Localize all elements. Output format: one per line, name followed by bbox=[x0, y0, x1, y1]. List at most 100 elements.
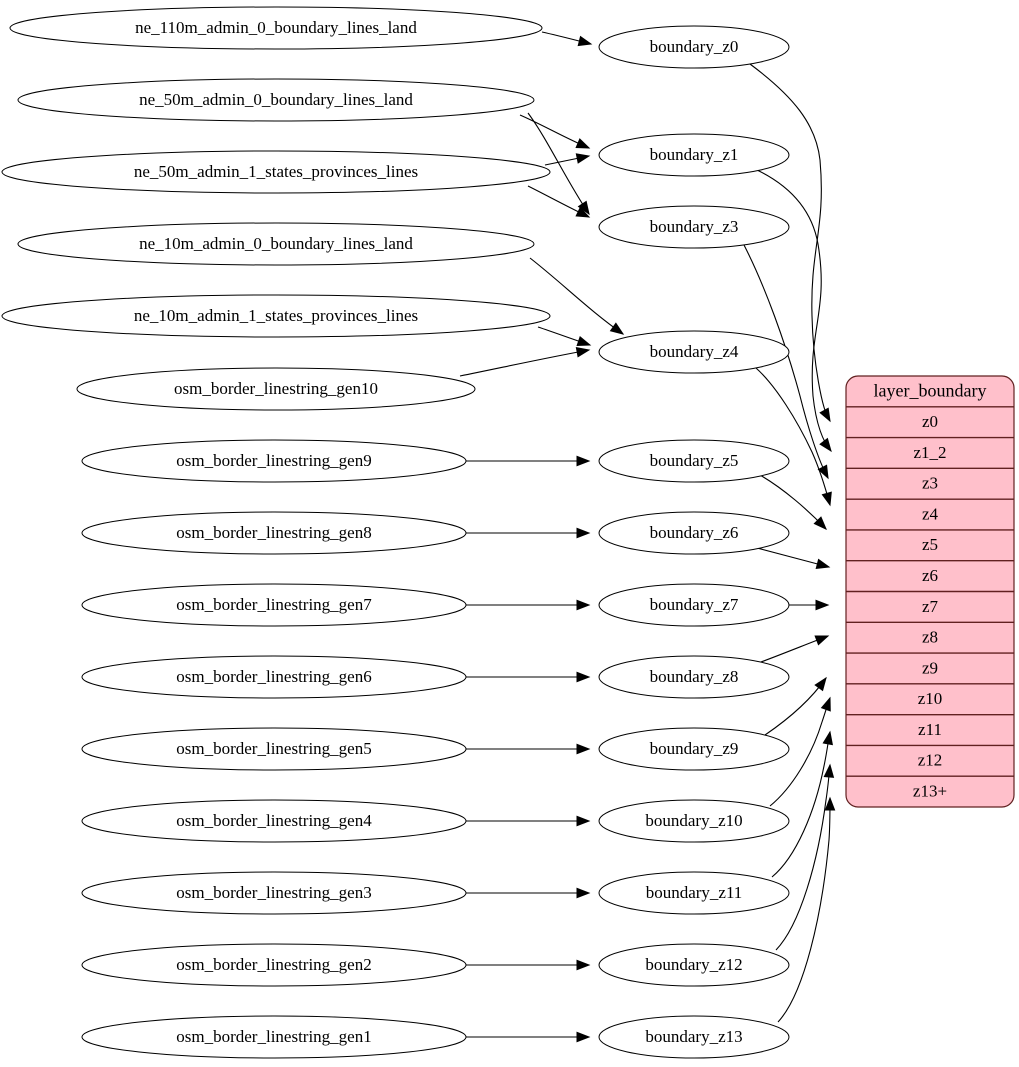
source-node-osm_border_linestring_gen6[interactable]: osm_border_linestring_gen6 bbox=[81, 655, 467, 699]
source-node-label: ne_10m_admin_0_boundary_lines_land bbox=[139, 234, 413, 253]
mid-node-shape bbox=[598, 1015, 790, 1059]
source-node-osm_border_linestring_gen2[interactable]: osm_border_linestring_gen2 bbox=[81, 943, 467, 987]
source-node-shape bbox=[81, 799, 467, 843]
source-node-label: osm_border_linestring_gen9 bbox=[176, 451, 371, 470]
table-row-z6[interactable]: z6 bbox=[922, 566, 938, 585]
table-row-z5[interactable]: z5 bbox=[922, 535, 938, 554]
mid-node-shape bbox=[598, 871, 790, 915]
source-node-label: ne_110m_admin_0_boundary_lines_land bbox=[135, 18, 417, 37]
table-row-z1_2[interactable]: z1_2 bbox=[913, 443, 946, 462]
mid-node-boundary_z1[interactable]: boundary_z1 bbox=[598, 133, 790, 177]
mid-node-shape bbox=[598, 439, 790, 483]
table-row-z9[interactable]: z9 bbox=[922, 658, 938, 677]
source-node-shape bbox=[81, 871, 467, 915]
mid-node-shape bbox=[598, 330, 790, 374]
table-row-z8[interactable]: z8 bbox=[922, 628, 938, 647]
source-node-label: osm_border_linestring_gen1 bbox=[176, 1027, 371, 1046]
source-node-label: osm_border_linestring_gen6 bbox=[176, 667, 371, 686]
mid-node-shape bbox=[598, 943, 790, 987]
table-header-label: layer_boundary bbox=[874, 381, 987, 401]
edge-osm_border_linestring_gen5-to-boundary_z9 bbox=[466, 743, 591, 755]
mid-node-shape bbox=[598, 583, 790, 627]
table-row-z13+[interactable]: z13+ bbox=[913, 782, 947, 801]
source-node-ne_110m_admin_0_boundary_lines_land[interactable]: ne_110m_admin_0_boundary_lines_land bbox=[9, 6, 543, 50]
source-node-osm_border_linestring_gen7[interactable]: osm_border_linestring_gen7 bbox=[81, 583, 467, 627]
table-row-z0[interactable]: z0 bbox=[922, 412, 938, 431]
edge-osm_border_linestring_gen9-to-boundary_z5 bbox=[466, 455, 591, 467]
source-node-osm_border_linestring_gen5[interactable]: osm_border_linestring_gen5 bbox=[81, 727, 467, 771]
mid-node-boundary_z3[interactable]: boundary_z3 bbox=[598, 205, 790, 249]
mid-node-label: boundary_z10 bbox=[645, 811, 742, 830]
table-row-z12[interactable]: z12 bbox=[918, 751, 943, 770]
source-node-shape bbox=[81, 1015, 467, 1059]
edge-osm_border_linestring_gen7-to-boundary_z7 bbox=[466, 599, 591, 611]
edge-boundary_z11-to-layer_boundary.z11 bbox=[771, 730, 833, 878]
edge-boundary_z9-to-layer_boundary.z9 bbox=[764, 676, 827, 736]
source-node-ne_10m_admin_0_boundary_lines_land[interactable]: ne_10m_admin_0_boundary_lines_land bbox=[17, 222, 535, 266]
mid-node-label: boundary_z8 bbox=[650, 667, 739, 686]
source-node-shape bbox=[17, 222, 535, 266]
mid-node-boundary_z5[interactable]: boundary_z5 bbox=[598, 439, 790, 483]
edge-osm_border_linestring_gen8-to-boundary_z6 bbox=[466, 527, 591, 539]
edge-osm_border_linestring_gen3-to-boundary_z11 bbox=[466, 887, 591, 899]
edges-layer bbox=[459, 31, 836, 1043]
table-row-z11[interactable]: z11 bbox=[918, 720, 942, 739]
edge-boundary_z0-to-layer_boundary.z0 bbox=[749, 63, 831, 423]
mid-node-label: boundary_z13 bbox=[645, 1027, 742, 1046]
mid-node-boundary_z12[interactable]: boundary_z12 bbox=[598, 943, 790, 987]
mid-node-shape bbox=[598, 133, 790, 177]
source-node-label: osm_border_linestring_gen2 bbox=[176, 955, 371, 974]
source-node-osm_border_linestring_gen9[interactable]: osm_border_linestring_gen9 bbox=[81, 439, 467, 483]
edge-ne_50m_admin_0_boundary_lines_land-to-boundary_z3 bbox=[527, 112, 590, 216]
edge-osm_border_linestring_gen2-to-boundary_z12 bbox=[466, 959, 591, 971]
mid-node-boundary_z4[interactable]: boundary_z4 bbox=[598, 330, 790, 374]
source-node-osm_border_linestring_gen10[interactable]: osm_border_linestring_gen10 bbox=[76, 367, 476, 411]
mid-node-boundary_z13[interactable]: boundary_z13 bbox=[598, 1015, 790, 1059]
table-row-z3[interactable]: z3 bbox=[922, 474, 938, 493]
edge-boundary_z7-to-layer_boundary.z7 bbox=[789, 599, 830, 611]
table-row-z10[interactable]: z10 bbox=[918, 689, 943, 708]
mid-node-shape bbox=[598, 727, 790, 771]
edge-osm_border_linestring_gen6-to-boundary_z8 bbox=[466, 671, 591, 683]
mid-node-boundary_z7[interactable]: boundary_z7 bbox=[598, 583, 790, 627]
mid-node-boundary_z8[interactable]: boundary_z8 bbox=[598, 655, 790, 699]
edge-boundary_z4-to-layer_boundary.z4 bbox=[755, 367, 832, 507]
mid-node-boundary_z0[interactable]: boundary_z0 bbox=[598, 25, 790, 69]
edge-boundary_z6-to-layer_boundary.z6 bbox=[756, 547, 831, 569]
source-node-label: osm_border_linestring_gen3 bbox=[176, 883, 371, 902]
source-node-shape bbox=[9, 6, 543, 50]
edge-boundary_z1-to-layer_boundary.z1_2 bbox=[756, 169, 832, 453]
mid-node-label: boundary_z11 bbox=[646, 883, 743, 902]
mid-node-shape bbox=[598, 655, 790, 699]
mid-node-boundary_z6[interactable]: boundary_z6 bbox=[598, 511, 790, 555]
source-node-label: osm_border_linestring_gen10 bbox=[174, 379, 378, 398]
mid-node-label: boundary_z1 bbox=[650, 145, 739, 164]
mid-node-boundary_z11[interactable]: boundary_z11 bbox=[598, 871, 790, 915]
source-node-osm_border_linestring_gen1[interactable]: osm_border_linestring_gen1 bbox=[81, 1015, 467, 1059]
source-node-shape bbox=[1, 150, 551, 194]
edge-boundary_z5-to-layer_boundary.z5 bbox=[759, 474, 827, 531]
source-node-label: ne_50m_admin_0_boundary_lines_land bbox=[139, 90, 413, 109]
layer-boundary-table[interactable]: layer_boundary z0 z1_2 z3 z4 z5 z6 z7 z8 z9 z10 z11… bbox=[845, 375, 1015, 808]
source-node-ne_50m_admin_0_boundary_lines_land[interactable]: ne_50m_admin_0_boundary_lines_land bbox=[17, 78, 535, 122]
source-node-osm_border_linestring_gen3[interactable]: osm_border_linestring_gen3 bbox=[81, 871, 467, 915]
edge-osm_border_linestring_gen4-to-boundary_z10 bbox=[466, 815, 591, 827]
edge-ne_50m_admin_1_states_provinces_lines-to-boundary_z3 bbox=[527, 185, 591, 218]
source-node-osm_border_linestring_gen8[interactable]: osm_border_linestring_gen8 bbox=[81, 511, 467, 555]
source-node-osm_border_linestring_gen4[interactable]: osm_border_linestring_gen4 bbox=[81, 799, 467, 843]
source-node-ne_10m_admin_1_states_provinces_lines[interactable]: ne_10m_admin_1_states_provinces_lines bbox=[1, 294, 551, 338]
table-row-z4[interactable]: z4 bbox=[922, 504, 939, 523]
edge-boundary_z13-to-layer_boundary.z13+ bbox=[777, 796, 836, 1023]
source-node-shape bbox=[81, 727, 467, 771]
mid-node-label: boundary_z5 bbox=[650, 451, 739, 470]
mid-node-boundary_z9[interactable]: boundary_z9 bbox=[598, 727, 790, 771]
source-node-label: ne_50m_admin_1_states_provinces_lines bbox=[134, 162, 418, 181]
edge-boundary_z10-to-layer_boundary.z10 bbox=[769, 696, 831, 807]
mid-node-label: boundary_z0 bbox=[650, 37, 739, 56]
mid-node-boundary_z10[interactable]: boundary_z10 bbox=[598, 799, 790, 843]
edge-boundary_z8-to-layer_boundary.z8 bbox=[760, 635, 830, 663]
source-node-ne_50m_admin_1_states_provinces_lines[interactable]: ne_50m_admin_1_states_provinces_lines bbox=[1, 150, 551, 194]
table-row-z7[interactable]: z7 bbox=[922, 597, 939, 616]
edge-boundary_z12-to-layer_boundary.z12 bbox=[775, 763, 835, 951]
